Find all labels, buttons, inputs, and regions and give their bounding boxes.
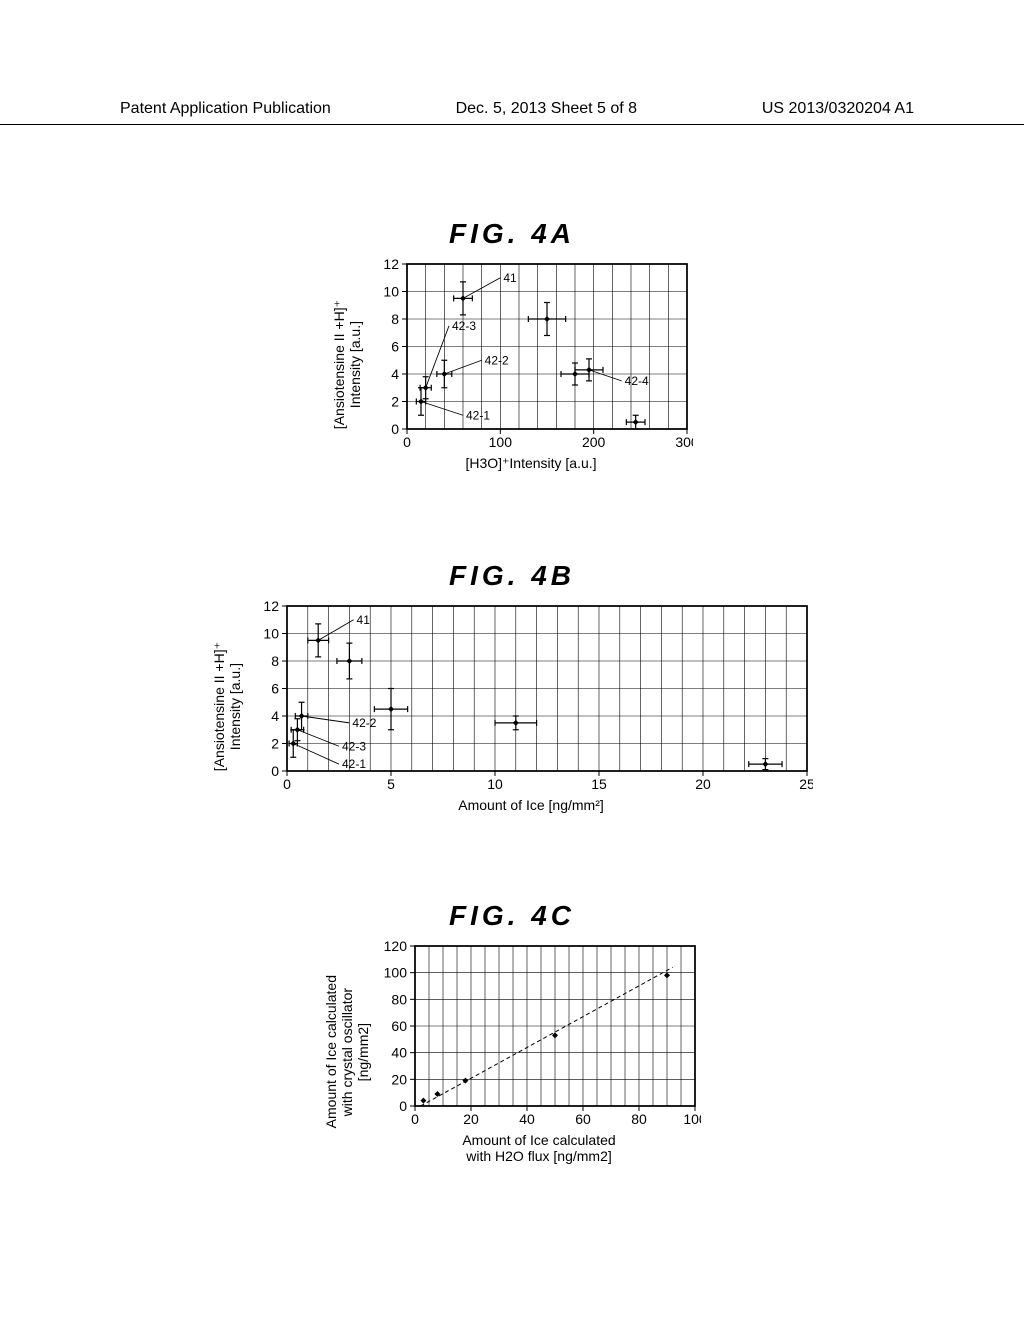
svg-text:25: 25 <box>799 776 813 792</box>
svg-text:0: 0 <box>391 421 399 437</box>
svg-text:10: 10 <box>263 626 279 642</box>
header-center: Dec. 5, 2013 Sheet 5 of 8 <box>456 100 637 118</box>
svg-text:0: 0 <box>403 434 411 450</box>
svg-text:100: 100 <box>384 965 408 981</box>
figure-4a-ylabel: [Ansiotensine II +H]⁺ Intensity [a.u.] <box>331 300 363 429</box>
svg-text:100: 100 <box>683 1111 701 1127</box>
svg-text:42-3: 42-3 <box>342 739 366 753</box>
figure-4c-ylabel: Amount of Ice calculated with crystal os… <box>323 975 371 1128</box>
figure-4b: FIG. 4B [Ansiotensine II +H]⁺ Intensity … <box>211 560 813 813</box>
figure-4b-svg: 0 5 10 15 20 25 0 2 4 6 8 10 12 41 42-1 42-2 42-3 <box>249 600 813 793</box>
svg-text:0: 0 <box>411 1111 419 1127</box>
svg-text:42-3: 42-3 <box>452 319 476 333</box>
svg-text:10: 10 <box>487 776 503 792</box>
svg-text:80: 80 <box>631 1111 647 1127</box>
figure-4a-svg: 0 100 200 300 0 2 4 6 8 10 12 41 42-1 42-2 42-3 42-4 <box>369 258 693 451</box>
svg-text:42-1: 42-1 <box>342 757 366 771</box>
svg-text:41: 41 <box>503 271 517 285</box>
svg-text:2: 2 <box>271 736 279 752</box>
figure-4a-chart: [Ansiotensine II +H]⁺ Intensity [a.u.] 0… <box>331 258 693 472</box>
header-right: US 2013/0320204 A1 <box>762 100 914 118</box>
figure-4c: FIG. 4C Amount of Ice calculated with cr… <box>323 900 701 1164</box>
svg-text:0: 0 <box>399 1098 407 1114</box>
svg-text:41: 41 <box>357 613 371 627</box>
figure-4a-title: FIG. 4A <box>331 218 693 250</box>
svg-text:6: 6 <box>271 681 279 697</box>
patent-header: Patent Application Publication Dec. 5, 2… <box>0 100 1024 125</box>
svg-text:120: 120 <box>384 940 408 954</box>
figure-4c-plotcol: 0 20 40 60 80 100 0 20 40 60 80 100 120 Amount of Ic… <box>377 940 701 1164</box>
svg-text:6: 6 <box>391 339 399 355</box>
svg-text:20: 20 <box>463 1111 479 1127</box>
svg-text:80: 80 <box>391 991 407 1007</box>
svg-text:60: 60 <box>575 1111 591 1127</box>
svg-text:8: 8 <box>271 653 279 669</box>
figure-4a-plotcol: 0 100 200 300 0 2 4 6 8 10 12 41 42-1 42-2 42-3 42-4 [H… <box>369 258 693 472</box>
figure-4b-title: FIG. 4B <box>211 560 813 592</box>
figure-4a: FIG. 4A [Ansiotensine II +H]⁺ Intensity … <box>331 218 693 472</box>
figure-4b-ylabel: [Ansiotensine II +H]⁺ Intensity [a.u.] <box>211 642 243 771</box>
svg-text:42-2: 42-2 <box>352 716 376 730</box>
svg-text:42-1: 42-1 <box>466 408 490 422</box>
figure-4c-xlabel: Amount of Ice calculated with H2O flux [… <box>462 1132 615 1164</box>
svg-text:200: 200 <box>582 434 606 450</box>
svg-text:4: 4 <box>391 366 399 382</box>
svg-text:42-2: 42-2 <box>485 353 509 367</box>
svg-text:40: 40 <box>519 1111 535 1127</box>
figure-4c-title: FIG. 4C <box>323 900 701 932</box>
svg-text:20: 20 <box>391 1071 407 1087</box>
svg-text:4: 4 <box>271 708 279 724</box>
header-left: Patent Application Publication <box>120 100 331 118</box>
figure-4b-plotcol: 0 5 10 15 20 25 0 2 4 6 8 10 12 41 42-1 42-2 42-3 Amount… <box>249 600 813 813</box>
svg-text:42-4: 42-4 <box>625 374 649 388</box>
svg-text:100: 100 <box>489 434 513 450</box>
figure-4c-svg: 0 20 40 60 80 100 0 20 40 60 80 100 120 <box>377 940 701 1128</box>
figure-4c-chart: Amount of Ice calculated with crystal os… <box>323 940 701 1164</box>
svg-text:15: 15 <box>591 776 607 792</box>
svg-text:40: 40 <box>391 1045 407 1061</box>
svg-text:8: 8 <box>391 311 399 327</box>
svg-text:5: 5 <box>387 776 395 792</box>
svg-text:12: 12 <box>383 258 399 272</box>
figure-4b-chart: [Ansiotensine II +H]⁺ Intensity [a.u.] 0… <box>211 600 813 813</box>
svg-text:0: 0 <box>271 763 279 779</box>
svg-text:12: 12 <box>263 600 279 614</box>
figure-4a-xlabel: [H3O]⁺Intensity [a.u.] <box>465 455 596 472</box>
svg-text:300: 300 <box>675 434 693 450</box>
svg-text:10: 10 <box>383 284 399 300</box>
svg-text:2: 2 <box>391 394 399 410</box>
svg-text:60: 60 <box>391 1018 407 1034</box>
svg-text:20: 20 <box>695 776 711 792</box>
figure-4b-xlabel: Amount of Ice [ng/mm²] <box>458 797 604 813</box>
svg-text:0: 0 <box>283 776 291 792</box>
